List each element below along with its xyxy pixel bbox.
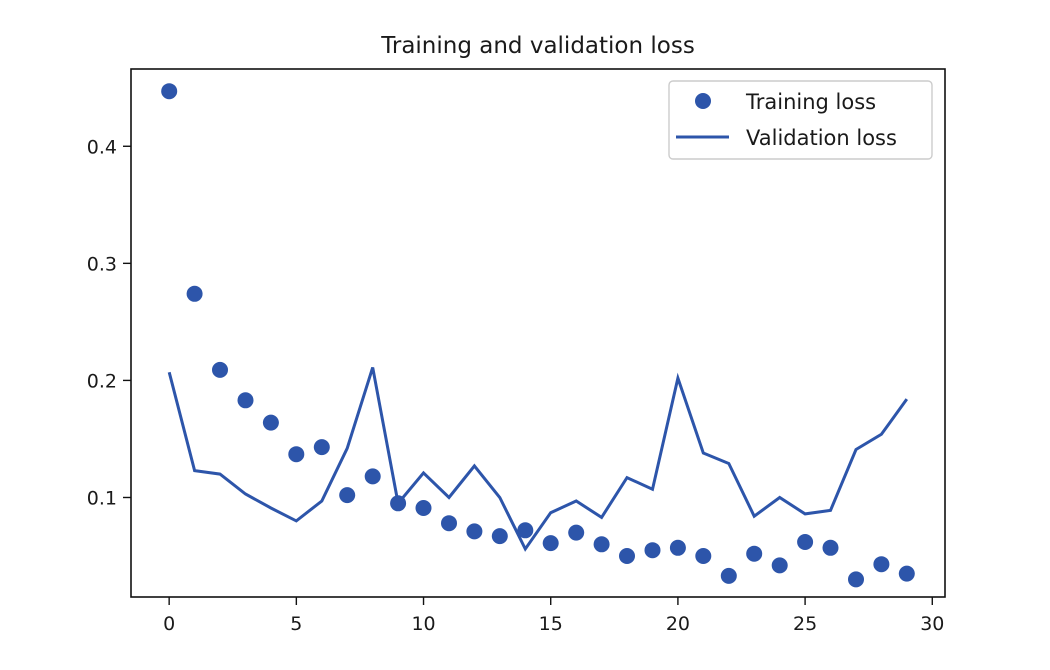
plot-area: [161, 83, 915, 588]
training-loss-point-8: [364, 468, 381, 485]
chart-title: Training and validation loss: [380, 33, 695, 59]
training-loss-point-10: [415, 500, 432, 516]
legend-label-training: Training loss: [745, 90, 876, 114]
legend: Training loss Validation loss: [668, 80, 933, 160]
training-loss-point-15: [542, 535, 559, 552]
x-tick-label-20: 20: [666, 613, 690, 635]
validation-loss-line: [167, 367, 909, 552]
training-loss-point-6: [313, 439, 330, 456]
training-loss-point-13: [491, 528, 508, 545]
x-tick-label-30: 30: [920, 613, 944, 635]
training-loss-point-7: [339, 487, 356, 504]
y-tick-label-0.3: 0.3: [87, 253, 117, 275]
training-loss-point-26: [822, 539, 839, 556]
training-loss-point-22: [720, 567, 737, 584]
training-loss-point-29: [898, 565, 915, 582]
x-tick-label-10: 10: [411, 613, 435, 635]
axes: 0 5 10 15 20 25 30 0.1 0.2 0.3 0.4: [87, 68, 946, 635]
training-loss-point-2: [212, 361, 228, 378]
legend-box: [668, 80, 933, 160]
legend-marker-training: [695, 93, 711, 109]
x-tick-label-25: 25: [793, 613, 817, 635]
training-loss-point-9: [390, 495, 407, 512]
x-tick-label-0: 0: [163, 613, 175, 635]
training-loss-point-1: [186, 285, 203, 302]
training-loss-point-4: [262, 414, 279, 431]
training-loss-point-19: [644, 542, 661, 559]
training-loss-point-28: [873, 556, 890, 573]
y-tick-label-0.1: 0.1: [87, 487, 117, 509]
training-loss-point-3: [237, 392, 254, 409]
training-loss-point-12: [466, 523, 483, 540]
x-tick-label-5: 5: [290, 613, 302, 635]
training-loss-point-14: [517, 522, 534, 539]
training-loss-point-25: [797, 534, 814, 550]
training-loss-point-18: [619, 548, 635, 564]
training-loss-point-23: [746, 545, 763, 562]
training-loss-point-24: [771, 557, 788, 574]
x-tick-label-15: 15: [539, 613, 563, 635]
training-loss-point-5: [288, 446, 305, 463]
training-loss-point-0: [161, 83, 178, 100]
training-loss-point-16: [568, 524, 585, 541]
training-loss-point-11: [441, 515, 457, 532]
y-tick-label-0.4: 0.4: [87, 136, 117, 158]
training-loss-point-27: [848, 571, 864, 588]
training-loss-point-20: [669, 539, 686, 556]
y-tick-label-0.2: 0.2: [87, 370, 117, 392]
axes-frame: [130, 68, 946, 598]
legend-label-validation: Validation loss: [746, 126, 897, 150]
training-loss-point-17: [593, 536, 610, 553]
training-loss-point-21: [695, 548, 712, 564]
